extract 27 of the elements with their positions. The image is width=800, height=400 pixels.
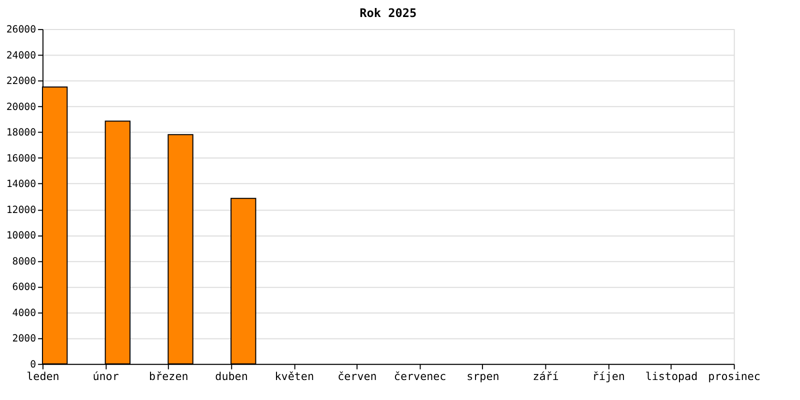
y-tick-label: 16000	[6, 153, 36, 164]
x-tick-label: prosinec	[708, 370, 760, 384]
x-tick-label: červen	[338, 370, 377, 384]
y-tick-label: 0	[30, 359, 36, 370]
y-tick-label: 22000	[6, 76, 36, 88]
y-tick-label: 24000	[6, 50, 36, 62]
y-tick-label: 8000	[12, 256, 36, 268]
x-tick-label: únor	[92, 370, 120, 384]
y-tick-label: 26000	[6, 24, 36, 36]
x-tick-label: listopad	[645, 370, 698, 384]
x-tick-label: březen	[149, 370, 188, 384]
x-tick-label: říjen	[592, 370, 625, 384]
x-tick-label: srpen	[466, 370, 500, 384]
x-tick-label: duben	[215, 370, 248, 384]
x-tick-label: květen	[274, 370, 314, 384]
x-tick-label: červenec	[394, 370, 446, 384]
y-tick-label: 6000	[12, 282, 36, 294]
y-tick-label: 12000	[6, 204, 36, 216]
x-tick-label: leden	[26, 370, 60, 384]
y-tick-label: 10000	[6, 230, 36, 242]
x-tick-label: září	[532, 370, 559, 384]
chart-title: Rok 2025	[360, 6, 417, 20]
y-tick-label: 2000	[12, 334, 36, 345]
y-tick-label: 18000	[6, 128, 36, 139]
y-tick-label: 14000	[6, 179, 36, 190]
y-tick-label: 20000	[6, 102, 36, 113]
y-tick-label: 4000	[12, 308, 36, 319]
